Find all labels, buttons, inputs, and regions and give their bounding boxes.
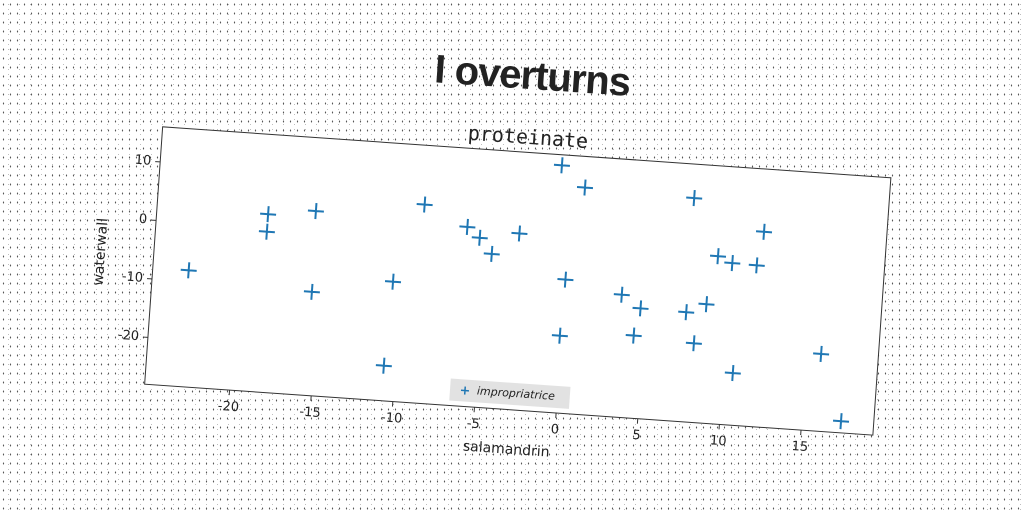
x-tick-label: 10 bbox=[709, 433, 727, 449]
x-tick-label: -20 bbox=[217, 399, 239, 415]
x-tick-label: -10 bbox=[381, 410, 403, 426]
y-tick-label: 0 bbox=[138, 212, 147, 228]
y-tick-label: -10 bbox=[121, 269, 143, 285]
chart-subtitle: proteinate bbox=[467, 121, 589, 153]
x-tick-label: 5 bbox=[632, 428, 641, 444]
x-tick-label: 0 bbox=[550, 422, 559, 438]
x-tick-label: -15 bbox=[299, 405, 321, 421]
y-tick-label: 10 bbox=[134, 153, 152, 169]
chart-title: I overturns bbox=[433, 47, 631, 105]
x-axis-label: salamandrin bbox=[462, 439, 550, 461]
y-axis-label: waterwall bbox=[91, 218, 112, 287]
x-tick-label: -5 bbox=[466, 416, 480, 432]
rotated-chart: I overturns proteinate salamandrin water… bbox=[81, 24, 898, 483]
y-tick-label: -20 bbox=[117, 328, 139, 344]
x-tick-label: 15 bbox=[791, 439, 809, 455]
